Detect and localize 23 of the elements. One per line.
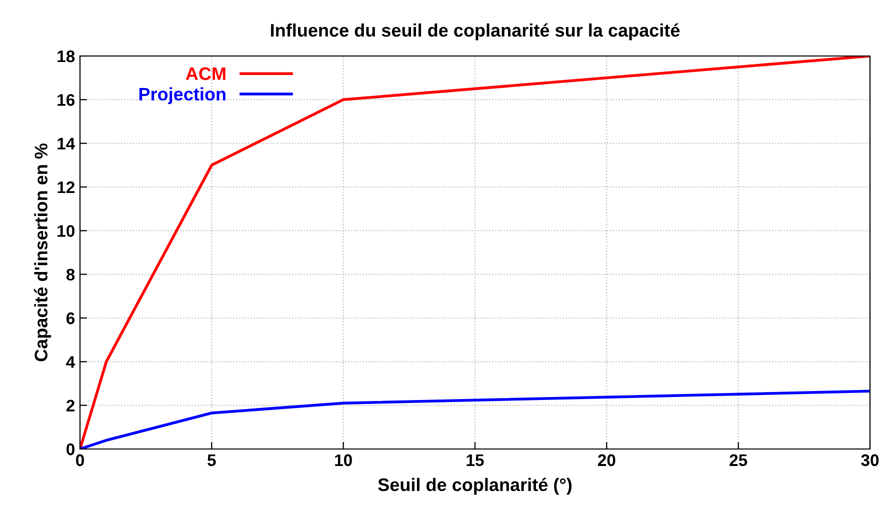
y-tick-label: 16 bbox=[58, 94, 75, 106]
line-series bbox=[80, 56, 870, 449]
legend-label: Projection bbox=[139, 87, 226, 104]
y-tick-label: 2 bbox=[66, 400, 74, 412]
x-tick-label: 20 bbox=[598, 454, 616, 466]
y-axis-title: Capacité d'insertion en % bbox=[34, 143, 52, 362]
chart-title: Influence du seuil de coplanarité sur la capacité bbox=[271, 23, 680, 40]
x-tick-label: 5 bbox=[208, 454, 216, 466]
x-tick-label: 0 bbox=[76, 454, 84, 466]
y-tick-label: 6 bbox=[66, 312, 75, 324]
y-tick-label: 10 bbox=[58, 225, 74, 237]
x-tick-label: 30 bbox=[861, 454, 879, 466]
x-tick-label: 15 bbox=[466, 454, 484, 466]
x-tick-label: 10 bbox=[335, 454, 352, 466]
y-tick-label: 18 bbox=[58, 50, 75, 62]
legend-label: ACM bbox=[186, 67, 226, 80]
y-tick-label: 8 bbox=[66, 268, 75, 281]
y-tick-label: 12 bbox=[58, 181, 74, 194]
y-tick-label: 4 bbox=[66, 356, 76, 368]
y-tick-label: 0 bbox=[66, 443, 74, 456]
y-tick-label: 14 bbox=[58, 138, 76, 150]
x-axis-title: Seuil de coplanarité (°) bbox=[378, 478, 572, 495]
x-tick-label: 25 bbox=[730, 454, 748, 466]
